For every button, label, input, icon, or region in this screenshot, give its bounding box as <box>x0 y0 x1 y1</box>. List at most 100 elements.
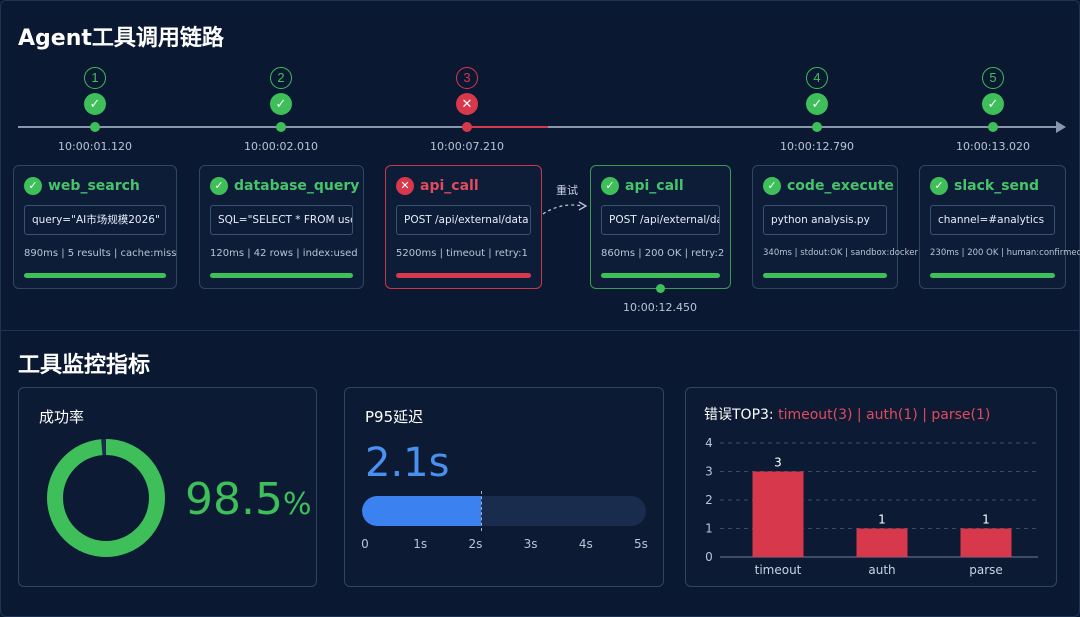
close-icon: ✕ <box>396 177 414 195</box>
error-title-items: timeout(3) | auth(1) | parse(1) <box>778 407 991 423</box>
retry-time-dot <box>656 284 665 293</box>
success-rate-donut <box>47 439 165 557</box>
x-tick-label: timeout <box>755 563 802 577</box>
check-icon: ✓ <box>601 177 619 195</box>
p95-bar-fill <box>362 496 482 526</box>
timeline-error-segment <box>466 126 548 128</box>
trace-title: Agent工具调用链路 <box>18 26 224 51</box>
tool-input: POST /api/external/data <box>601 205 720 235</box>
check-icon: ✓ <box>24 177 42 195</box>
bar-value-label: 1 <box>982 513 990 527</box>
tool-input: python analysis.py <box>763 205 887 235</box>
tool-meta: 860ms | 200 OK | retry:2 <box>601 248 725 259</box>
tool-card-api-call-retry[interactable]: ✓ api_call POST /api/external/data 860ms … <box>590 165 731 289</box>
bar-value-label: 3 <box>774 456 782 470</box>
bar-auth <box>856 528 908 557</box>
bar-timeout <box>752 471 804 557</box>
tool-name: api_call <box>420 178 479 194</box>
panel-title: P95延迟 <box>365 408 424 426</box>
donut-arc <box>47 439 165 557</box>
check-icon: ✓ <box>806 93 828 115</box>
p95-marker <box>481 491 483 531</box>
error-bar-chart: 0 1 2 3 4 3 timeout 1 auth 1 parse <box>705 436 1038 577</box>
tool-card-web-search[interactable]: ✓ web_search query="AI市场规模2026" 890ms | 5… <box>13 165 177 289</box>
step-time: 10:00:13.020 <box>956 140 1030 153</box>
check-icon: ✓ <box>763 177 781 195</box>
p95-tick-label: 4s <box>578 537 593 551</box>
check-icon: ✓ <box>982 93 1004 115</box>
retry-arrow-icon <box>542 201 588 215</box>
x-tick-label: auth <box>868 563 895 577</box>
success-rate-panel[interactable]: 成功率 98.5% <box>18 387 317 587</box>
y-tick-label: 2 <box>705 493 713 507</box>
step-time: 10:00:12.790 <box>780 140 854 153</box>
p95-tick-label: 0 <box>361 537 369 551</box>
p95-panel[interactable]: P95延迟 2.1s 0 1s 2s 3s 4s 5s <box>344 387 664 587</box>
step-number[interactable]: 2 <box>270 67 292 89</box>
tool-input: POST /api/external/data <box>396 205 531 235</box>
status-bar <box>763 273 887 278</box>
p95-bar <box>362 496 646 526</box>
tool-name: database_query <box>234 178 360 194</box>
tool-card-api-call-failed[interactable]: ✕ api_call POST /api/external/data 5200ms… <box>385 165 542 289</box>
y-tick-label: 1 <box>705 522 713 536</box>
x-tick-label: parse <box>969 563 1003 577</box>
status-bar <box>24 273 166 278</box>
y-tick-label: 0 <box>705 550 713 564</box>
panel-title: 成功率 <box>39 408 85 426</box>
bar-value-label: 1 <box>878 513 886 527</box>
check-icon: ✓ <box>270 93 292 115</box>
timeline-dot[interactable] <box>276 122 286 132</box>
p95-tick-label: 2s <box>468 537 483 551</box>
step-time: 10:00:01.120 <box>58 140 132 153</box>
retry-time: 10:00:12.450 <box>623 301 697 314</box>
status-bar <box>930 273 1055 278</box>
tool-card-database-query[interactable]: ✓ database_query SQL="SELECT * FROM users… <box>199 165 364 289</box>
status-bar <box>396 273 531 278</box>
error-title: 错误TOP3: timeout(3) | auth(1) | parse(1) <box>704 404 990 424</box>
step-number[interactable]: 4 <box>806 67 828 89</box>
tool-name: api_call <box>625 178 684 194</box>
tool-meta: 340ms | stdout:OK | sandbox:docker <box>763 248 918 258</box>
error-top3-panel[interactable]: 错误TOP3: timeout(3) | auth(1) | parse(1) … <box>685 387 1057 587</box>
p95-tick-label: 5s <box>634 537 648 551</box>
status-bar <box>210 273 353 278</box>
tool-meta: 230ms | 200 OK | human:confirmed <box>930 248 1080 258</box>
tool-input: SQL="SELECT * FROM users..." <box>210 205 353 235</box>
timeline-dot[interactable] <box>90 122 100 132</box>
tool-meta: 890ms | 5 results | cache:miss <box>24 248 177 259</box>
metrics-title: 工具监控指标 <box>18 353 151 378</box>
status-bar <box>601 273 720 278</box>
tool-name: slack_send <box>954 178 1040 194</box>
p95-tick-label: 3s <box>523 537 538 551</box>
close-icon: ✕ <box>456 93 478 115</box>
check-icon: ✓ <box>84 93 106 115</box>
section-divider <box>0 330 1080 331</box>
success-rate-unit: % <box>282 487 312 522</box>
timeline-dot[interactable] <box>812 122 822 132</box>
retry-label: 重试 <box>556 185 578 197</box>
bar-parse <box>960 528 1012 557</box>
tool-input: channel=#analytics <box>930 205 1055 235</box>
tool-meta: 120ms | 42 rows | index:used <box>210 248 358 259</box>
y-tick-label: 3 <box>705 465 713 479</box>
step-number[interactable]: 1 <box>84 67 106 89</box>
timeline-dot[interactable] <box>462 122 472 132</box>
success-rate-value: 98.5% <box>185 474 311 525</box>
step-number[interactable]: 3 <box>456 67 478 89</box>
step-time: 10:00:02.010 <box>244 140 318 153</box>
timeline-arrow-icon <box>1056 121 1066 133</box>
tool-name: code_execute <box>787 178 894 194</box>
tool-meta: 5200ms | timeout | retry:1 <box>396 248 528 259</box>
error-title-label: 错误TOP3: <box>704 407 774 423</box>
step-number[interactable]: 5 <box>982 67 1004 89</box>
timeline-dot[interactable] <box>988 122 998 132</box>
tool-card-slack-send[interactable]: ✓ slack_send channel=#analytics 230ms | 2… <box>919 165 1080 289</box>
p95-tick-label: 1s <box>413 537 428 551</box>
tool-card-code-execute[interactable]: ✓ code_execute python analysis.py 340ms |… <box>752 165 918 289</box>
step-time: 10:00:07.210 <box>430 140 504 153</box>
tool-input: query="AI市场规模2026" <box>24 205 166 235</box>
tool-name: web_search <box>48 178 140 194</box>
success-rate-number: 98.5 <box>185 474 283 525</box>
p95-value: 2.1s <box>365 440 450 486</box>
